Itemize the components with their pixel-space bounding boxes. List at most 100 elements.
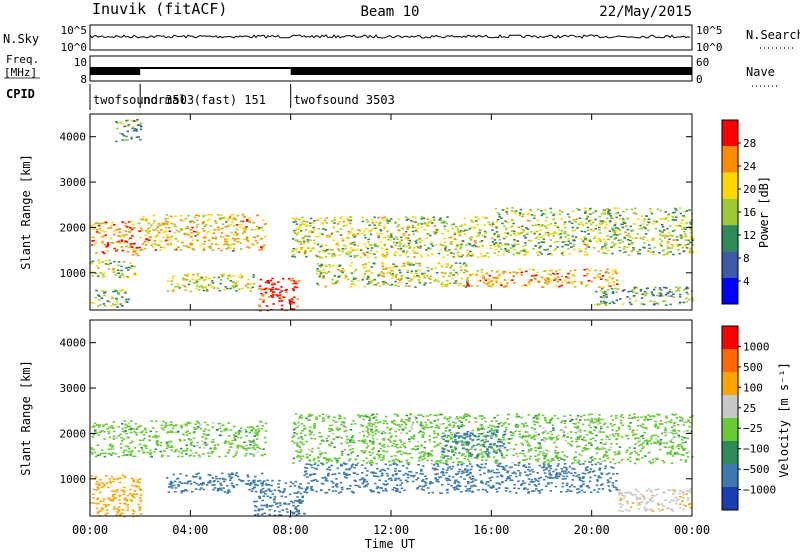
velocity-data-cell [207, 429, 211, 432]
power-data-cell [612, 244, 615, 247]
velocity-data-cell [673, 422, 676, 424]
velocity-data-cell [382, 458, 385, 461]
power-data-cell [365, 219, 369, 221]
power-data-cell [323, 219, 327, 222]
power-data-cell [113, 260, 116, 263]
power-data-cell [398, 269, 401, 271]
power-data-cell [173, 232, 177, 234]
power-data-cell [363, 243, 366, 245]
velocity-data-cell [579, 435, 582, 437]
velocity-data-cell [305, 417, 308, 420]
velocity-data-cell [527, 443, 530, 445]
velocity-data-cell [668, 452, 671, 454]
power-data-cell [573, 239, 576, 242]
power-data-cell [622, 218, 625, 220]
velocity-data-cell [594, 439, 597, 442]
power-data-cell [236, 280, 240, 283]
velocity-data-cell [149, 453, 152, 455]
velocity-data-cell [122, 451, 125, 454]
velocity-data-cell [219, 434, 223, 437]
power-data-cell [119, 132, 122, 135]
power-data-cell [446, 230, 450, 232]
velocity-data-cell [292, 434, 296, 437]
power-data-cell [258, 285, 262, 288]
power-data-cell [373, 253, 376, 255]
power-data-cell [575, 218, 579, 220]
power-data-cell [514, 210, 518, 212]
velocity-data-cell [143, 451, 146, 454]
velocity-data-cell [393, 439, 396, 442]
power-colorbar-swatch [722, 225, 738, 252]
power-data-cell [361, 264, 365, 266]
velocity-data-cell [121, 430, 124, 432]
power-data-cell [461, 230, 464, 233]
power-data-cell [676, 224, 680, 227]
power-data-cell [593, 235, 597, 238]
velocity-data-cell [527, 414, 531, 416]
velocity-data-cell [417, 440, 420, 443]
velocity-data-cell [183, 482, 187, 484]
velocity-data-cell [669, 421, 673, 424]
power-data-cell [428, 221, 431, 224]
power-data-cell [612, 234, 615, 236]
power-data-cell [235, 233, 239, 235]
power-data-cell [480, 240, 484, 242]
power-data-cell [665, 304, 668, 306]
velocity-data-cell [122, 430, 126, 433]
velocity-data-cell [440, 437, 443, 440]
velocity-data-cell [528, 434, 531, 436]
velocity-data-cell [148, 439, 151, 442]
velocity-data-cell [447, 420, 450, 422]
power-data-cell [316, 255, 319, 258]
power-data-cell [207, 213, 211, 216]
velocity-data-cell [629, 422, 632, 424]
power-data-cell [154, 249, 158, 251]
power-data-cell [423, 277, 426, 279]
power-data-cell [644, 233, 648, 235]
velocity-data-cell [268, 488, 271, 490]
power-data-cell [481, 234, 485, 237]
power-data-cell [316, 268, 319, 270]
velocity-data-cell [321, 439, 325, 441]
velocity-data-cell [383, 432, 387, 434]
power-data-cell [467, 252, 470, 254]
velocity-data-cell [465, 443, 468, 446]
velocity-data-cell [230, 476, 234, 479]
velocity-data-cell [130, 500, 134, 502]
power-data-cell [381, 247, 384, 250]
power-data-cell [201, 227, 205, 230]
power-data-cell [300, 248, 303, 251]
power-data-cell [157, 223, 161, 225]
power-data-cell [512, 253, 515, 256]
power-data-cell [350, 231, 353, 233]
velocity-data-cell [371, 434, 374, 437]
power-data-cell [117, 240, 120, 243]
power-data-cell [160, 229, 163, 231]
power-data-cell [115, 140, 118, 143]
power-data-cell [673, 211, 677, 214]
power-data-cell [405, 282, 408, 285]
power-data-cell [325, 217, 328, 219]
power-data-cell [661, 226, 665, 228]
power-data-cell [524, 284, 527, 286]
velocity-data-cell [160, 455, 164, 458]
velocity-data-cell [302, 428, 306, 430]
velocity-data-cell [170, 484, 174, 487]
velocity-data-cell [205, 444, 208, 446]
power-data-cell [550, 269, 553, 272]
power-data-cell [374, 243, 377, 245]
power-data-cell [447, 249, 450, 252]
power-data-cell [646, 224, 649, 226]
velocity-data-cell [119, 513, 123, 515]
velocity-data-cell [138, 488, 142, 490]
power-data-cell [120, 269, 123, 272]
power-data-cell [552, 272, 555, 275]
velocity-data-cell [408, 440, 411, 443]
power-data-cell [400, 239, 403, 241]
power-data-cell [195, 282, 198, 284]
velocity-data-cell [170, 483, 173, 485]
power-data-cell [572, 275, 576, 277]
power-data-cell [394, 251, 398, 253]
velocity-data-cell [194, 488, 198, 490]
power-data-cell [555, 225, 559, 227]
